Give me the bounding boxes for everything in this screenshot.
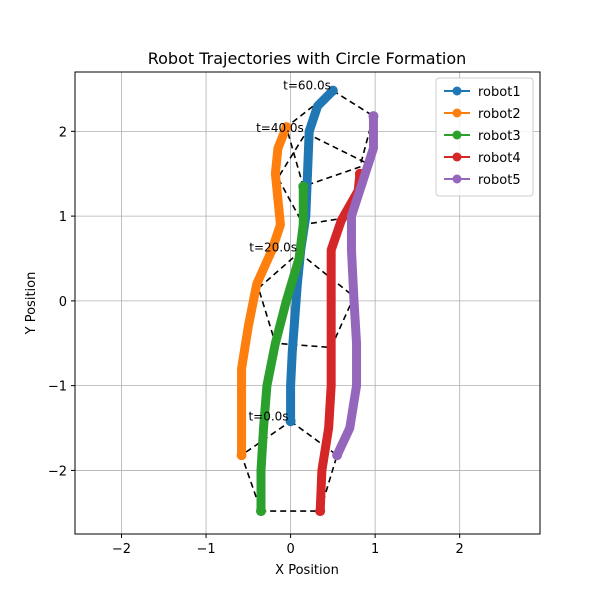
legend-marker [452,174,462,184]
legend-label: robot1 [478,85,521,100]
formation-polygon [276,131,372,226]
legend-label: robot3 [478,129,521,144]
legend-label: robot5 [478,173,521,188]
time-annotation: t=40.0s [256,121,304,135]
legend-marker [452,152,462,162]
y-tick-label: −2 [48,464,67,479]
x-tick-label: 1 [371,542,379,557]
legend-label: robot4 [478,151,521,166]
legend: robot1 robot2 robot3 robot4 robot5 [435,77,534,197]
trajectory-end-marker [368,111,379,122]
time-annotation: t=20.0s [249,241,297,255]
trajectory-line [332,111,378,460]
formation-polygons [240,89,375,512]
trajectory-start-marker [332,450,343,461]
y-tick-label: 0 [59,295,67,310]
time-annotation: t=60.0s [283,79,331,93]
time-annotations: t=0.0s t=20.0s t=40.0s t=60.0s [248,79,330,424]
plot-frame [74,71,541,535]
legend-marker [452,108,462,118]
legend-label: robot2 [478,107,521,122]
trajectory-end-marker [327,85,338,96]
formation-polygon [257,251,355,349]
x-tick-label: 0 [286,542,294,557]
trajectory-line [256,181,308,516]
trajectory-line [237,122,291,460]
trajectory-end-marker [281,122,292,133]
legend-marker [452,86,462,96]
trajectory-start-marker [236,450,247,461]
y-axis-label: Y Position [24,272,39,336]
trajectory-end-marker [298,181,309,192]
x-axis-label: X Position [275,563,339,578]
trajectory-start-marker [315,506,326,517]
y-tick-label: 2 [59,125,67,140]
trajectory-line [315,169,365,516]
time-annotation: t=0.0s [248,409,288,423]
legend-marker [452,130,462,140]
x-tick-label: −1 [196,542,215,557]
axis-ticks: −2 −1 0 1 2 −2 −1 0 1 2 [48,125,464,557]
x-tick-label: −2 [112,542,131,557]
formation-polygon [240,420,339,512]
y-tick-label: −1 [48,380,67,395]
trajectory-series [236,85,379,517]
y-tick-label: 1 [59,210,67,225]
chart-title: Robot Trajectories with Circle Formation [148,49,467,68]
trajectory-start-marker [256,506,266,517]
trajectory-start-marker [285,416,296,427]
formation-polygon [285,89,375,188]
legend-box [435,77,534,197]
x-tick-label: 2 [456,542,464,557]
